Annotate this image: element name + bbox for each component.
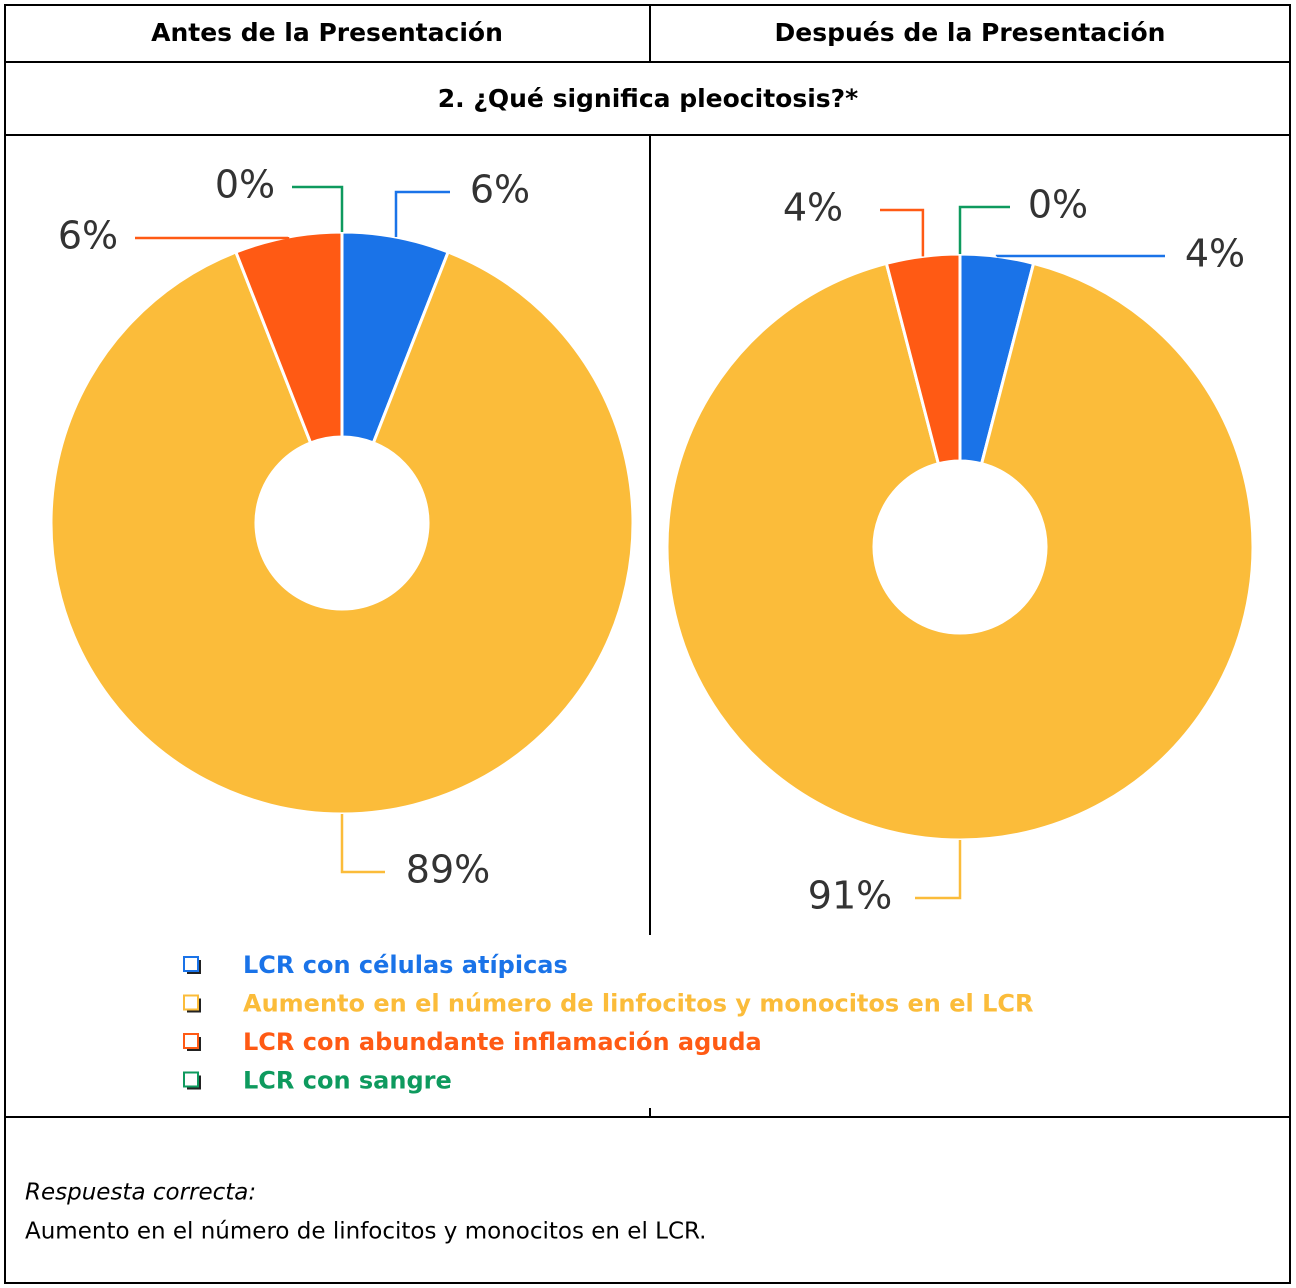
leader-line bbox=[340, 814, 385, 874]
data-label: 6% bbox=[58, 214, 118, 258]
legend-checkbox bbox=[183, 1071, 199, 1088]
data-label: 4% bbox=[1185, 232, 1245, 276]
data-label: 89% bbox=[406, 848, 490, 892]
question: 2. ¿Qué significa pleocitosis?* bbox=[438, 84, 858, 113]
answer-label: Respuesta correcta: bbox=[25, 1180, 256, 1206]
legend-checkbox bbox=[183, 994, 199, 1011]
legend-label: LCR con células atípicas bbox=[243, 951, 568, 979]
legend-checkbox bbox=[183, 1033, 199, 1049]
column-header: Antes de la Presentación bbox=[151, 18, 503, 47]
data-label: 4% bbox=[783, 186, 843, 230]
column-header: Después de la Presentación bbox=[775, 18, 1166, 47]
legend-label: LCR con abundante inflamación aguda bbox=[243, 1028, 762, 1056]
leader-line bbox=[880, 208, 925, 257]
table-borders bbox=[4, 4, 1291, 1284]
leader-line bbox=[958, 205, 1010, 254]
data-label: 0% bbox=[215, 163, 275, 207]
legend-label: Aumento en el número de linfocitos y mon… bbox=[243, 990, 1034, 1018]
data-label: 6% bbox=[470, 168, 530, 212]
leader-line bbox=[292, 185, 344, 232]
donut-slice bbox=[665, 261, 1255, 842]
donut-slice bbox=[49, 250, 635, 816]
legend-checkbox bbox=[183, 956, 199, 972]
leader-line bbox=[915, 840, 962, 900]
legend-label: LCR con sangre bbox=[243, 1067, 452, 1095]
leader-line bbox=[394, 190, 450, 238]
leader-line bbox=[135, 236, 290, 240]
data-label: 0% bbox=[1028, 183, 1088, 227]
data-label: 91% bbox=[808, 874, 892, 918]
answer-text: Aumento en el número de linfocitos y mon… bbox=[25, 1219, 707, 1245]
table-outline bbox=[4, 4, 1291, 1284]
